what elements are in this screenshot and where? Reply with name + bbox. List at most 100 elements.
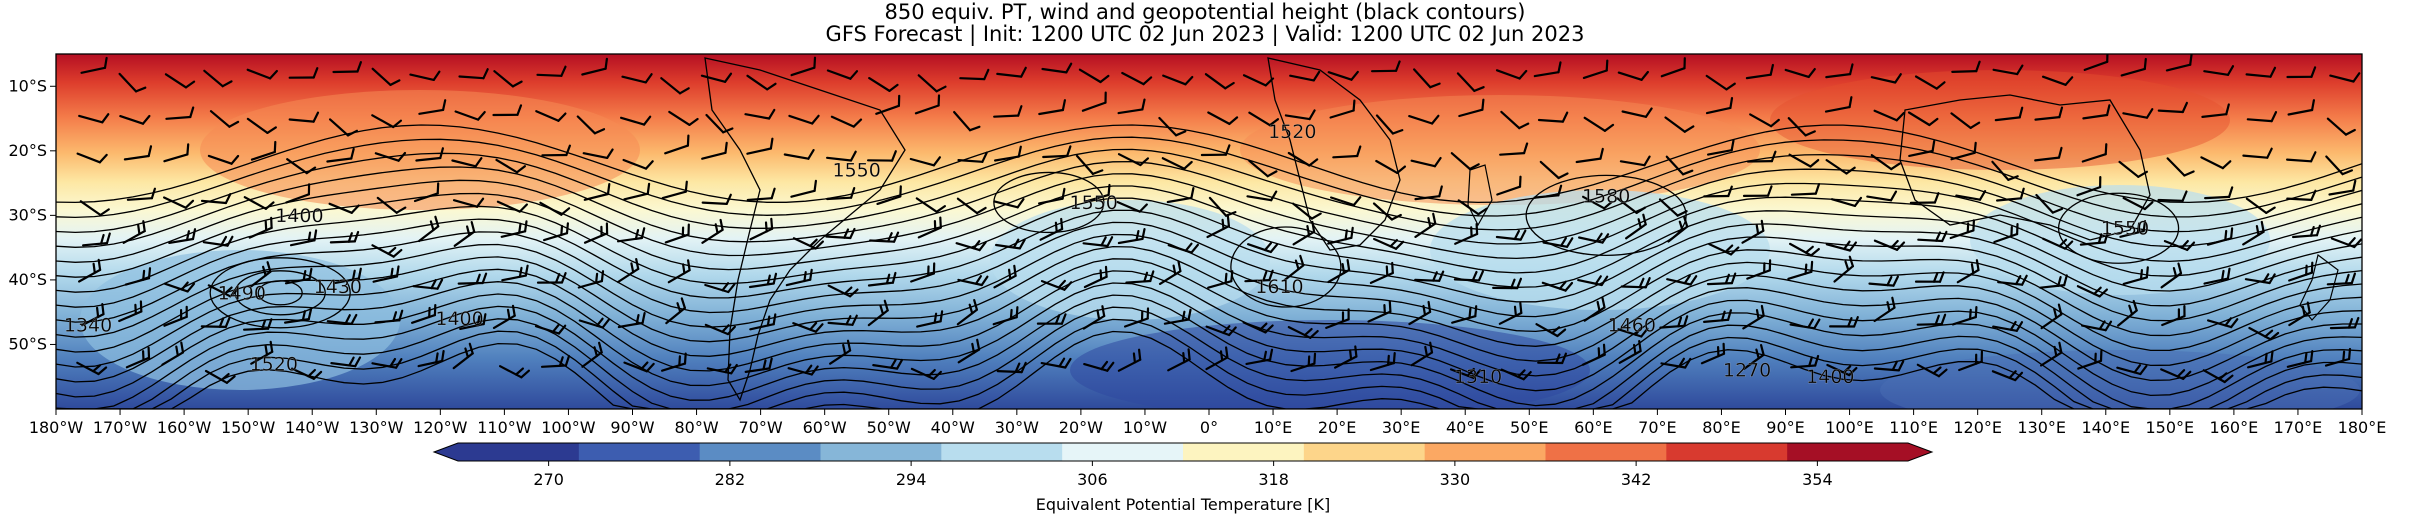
wind-barb-shaft [1292,230,1316,246]
lon-tick-label: 50°W [867,418,911,437]
wind-barb-flag [1556,328,1567,338]
wind-barb-flag [481,272,488,285]
wind-barb-shaft [1994,116,2021,122]
wind-barb-shaft [1789,323,1816,330]
wind-barb-flag [1054,221,1058,233]
wind-barb-flag [2265,206,2276,214]
wind-barb-flag [983,68,990,81]
wind-barb-flag [1182,352,1186,364]
wind-barb-flag [464,347,469,359]
wind-barb-flag [2269,66,2277,78]
map-plot-area[interactable]: 1400 1430 1490 1340 1520 1400 1550 1520 1550 1610… [55,52,2363,430]
wind-barb-flag [813,179,818,192]
wind-barb-shaft [2116,366,2142,376]
contour-label: 1400 [435,308,483,330]
wind-barb-flag [2145,108,2154,119]
wind-barb-shaft [1329,109,1355,119]
wind-barb-flag [1228,116,1239,126]
wind-barb-shaft [1950,151,1976,161]
wind-barb-shaft [953,110,972,132]
wind-barb-shaft [668,110,691,127]
wind-barb-flag [429,220,435,232]
wind-barb-shaft [910,272,936,283]
wind-barb-flag [95,306,100,318]
wind-barb-flag [1928,117,1939,127]
wind-barb-flag [1468,163,1480,171]
wind-barb-flag [1602,343,1606,356]
wind-barb-shaft [746,147,773,155]
wind-barb-flag [1597,347,1601,359]
wind-barb-shaft [417,359,444,368]
wind-barb-shaft [1456,72,1476,93]
wind-barb-flag [1640,327,1649,338]
wind-barb-shaft [2247,360,2273,369]
wind-barb-shaft [1158,116,1178,137]
wind-barb-flag [1183,160,1193,170]
wind-barb-flag [2177,262,2183,275]
wind-barb-flag [1557,184,1563,197]
lon-tick-label: 70°W [739,418,783,437]
wind-barb-shaft [664,144,690,155]
wind-barb-flag [1224,346,1229,359]
wind-barb-flag [767,108,776,120]
wind-barb-flag [1519,229,1527,241]
wind-barb-flag [2181,190,2188,202]
wind-barb-flag [518,266,523,278]
wind-barb-flag [1932,272,1939,283]
wind-barb-flag [1848,241,1858,252]
wind-barb-flag [1138,203,1148,213]
wind-barb-flag [2224,229,2228,241]
wind-barb-flag [220,235,228,246]
wind-barb-flag [978,241,987,252]
wind-barb-flag [2304,352,2308,364]
wind-barb-flag [1644,107,1653,118]
wind-barb-flag [769,137,774,150]
wind-barb-flag [1601,233,1610,244]
wind-barb-flag [1561,111,1569,123]
wind-barb-shaft [126,197,153,201]
wind-barb-shaft [746,197,773,202]
wind-barb-shaft [1951,316,1977,326]
lon-tick-label: 40°E [1446,418,1484,437]
wind-barb-flag [1106,361,1115,372]
wind-barb-flag [523,220,528,233]
wind-barb-flag [1303,328,1313,337]
wind-barb-shaft [371,362,398,369]
wind-barb-flag [1558,280,1567,290]
wind-barb-shaft [667,269,691,284]
wind-barb-shaft [1117,358,1142,372]
wind-barb-flag [1262,270,1268,282]
wind-barb-flag [968,303,974,315]
wind-barb-flag [1727,185,1733,198]
wind-barb-flag [680,297,687,310]
wind-barb-shaft [1206,225,1231,239]
wind-barb-flag [1972,219,1976,232]
wind-barb-flag [1938,271,1945,283]
wind-barb-shaft [1745,73,1772,80]
wind-barb-flag [476,197,485,208]
wind-barb-flag [932,370,943,380]
wind-barb-shaft [2286,158,2313,163]
wind-barb-flag [1890,162,1901,171]
wind-barb-flag [1424,345,1429,357]
wind-barb-shaft [910,367,935,380]
wind-barb-flag [2310,189,2317,201]
colorbar-segment [820,443,942,461]
wind-barb-flag [1266,170,1278,178]
wind-barb-flag [1890,239,1899,249]
wind-barb-shaft [867,309,889,327]
wind-barb-shaft [372,275,399,283]
wind-barb-shaft [535,110,560,122]
wind-barb-flag [264,201,275,210]
wind-barb-flag [1897,360,1905,372]
wind-barb-shaft [2246,118,2273,123]
wind-barb-flag [1510,278,1516,290]
wind-barb-flag [1937,368,1948,378]
wind-barb-shaft [1500,368,1525,381]
wind-barb-flag [2264,352,2268,364]
wind-barb-flag [1066,145,1072,157]
wind-barb-shaft [1581,353,1606,366]
wind-barb-flag [2268,273,2276,285]
wind-barb-shaft [118,310,143,323]
wind-barb-shaft [916,320,942,328]
